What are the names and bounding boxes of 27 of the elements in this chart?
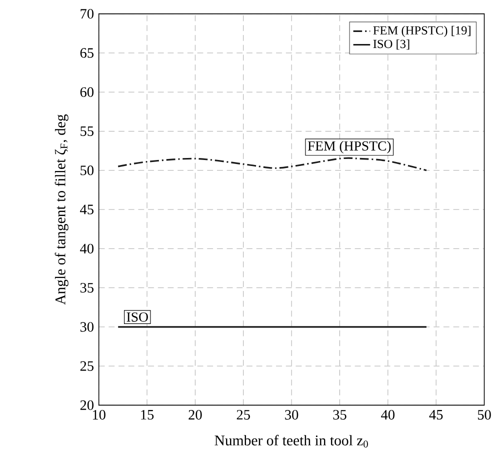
y-tick-label: 70: [80, 8, 94, 18]
x-tick-label: 35: [333, 410, 346, 420]
legend-label: FEM (HPSTC) [19]: [373, 26, 470, 37]
x-tick-label: 50: [478, 410, 491, 420]
x-tick-label: 30: [285, 410, 298, 420]
y-tick-label: 25: [80, 361, 94, 371]
x-tick-label: 15: [141, 410, 154, 420]
y-tick-label: 45: [80, 204, 94, 214]
y-tick-label: 35: [80, 282, 94, 292]
x-tick-label: 10: [92, 410, 106, 420]
legend-label: ISO [3]: [373, 39, 410, 50]
y-tick-label: 50: [80, 165, 94, 176]
y-tick-label: 60: [80, 87, 94, 97]
annotation: ISO: [126, 312, 148, 322]
x-axis-title: Number of teeth in tool z$_{0}$: [214, 434, 368, 448]
x-tick-label: 20: [188, 410, 202, 420]
y-tick-label: 65: [80, 48, 94, 58]
annotation: FEM (HPSTC): [308, 140, 391, 154]
y-tick-label: 20: [80, 400, 94, 410]
y-tick-label: 40: [80, 244, 94, 254]
x-tick-label: 40: [381, 410, 395, 420]
x-tick-label: 45: [429, 410, 443, 420]
y-axis-title: Angle of tangent to fillet ζ$_{F}$, deg: [54, 114, 68, 305]
y-tick-label: 30: [80, 322, 94, 332]
x-tick-label: 25: [236, 410, 250, 420]
y-tick-label: 55: [80, 126, 94, 136]
line-series: [117, 157, 428, 171]
